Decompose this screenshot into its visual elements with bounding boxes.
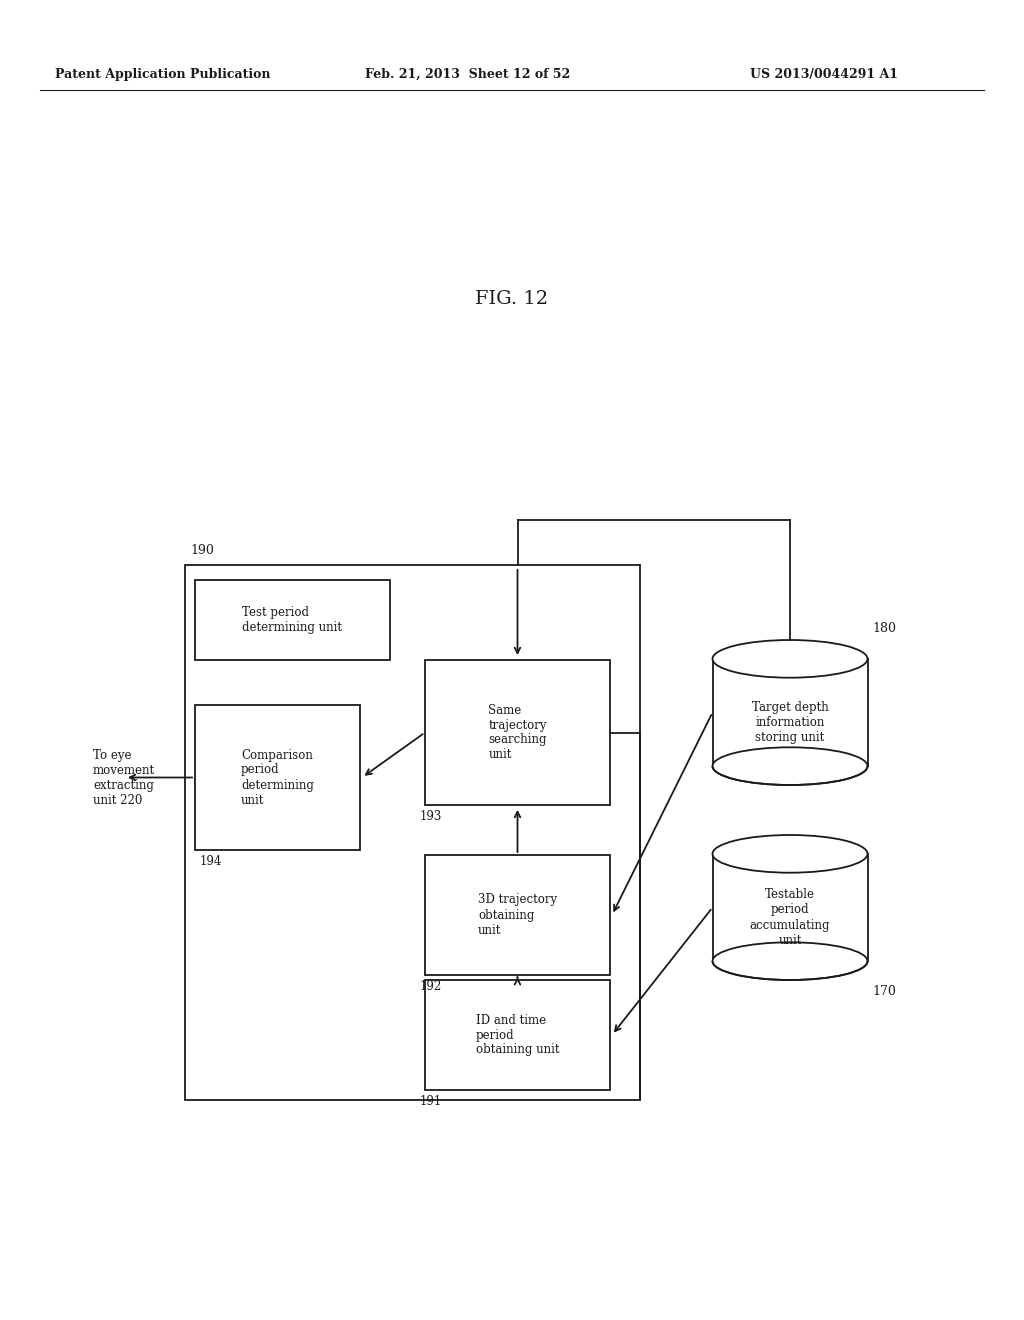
Text: Feb. 21, 2013  Sheet 12 of 52: Feb. 21, 2013 Sheet 12 of 52 xyxy=(365,69,570,81)
Text: Test period
determining unit: Test period determining unit xyxy=(243,606,342,634)
Ellipse shape xyxy=(713,836,867,873)
Text: To eye
movement
extracting
unit 220: To eye movement extracting unit 220 xyxy=(93,748,155,807)
Bar xyxy=(425,979,610,1090)
Bar xyxy=(195,579,390,660)
Bar xyxy=(713,854,867,961)
Ellipse shape xyxy=(713,640,867,677)
Text: ID and time
period
obtaining unit: ID and time period obtaining unit xyxy=(476,1014,559,1056)
Bar xyxy=(185,565,640,1100)
Text: Target depth
information
storing unit: Target depth information storing unit xyxy=(752,701,828,744)
Text: Testable
period
accumulating
unit: Testable period accumulating unit xyxy=(750,888,830,946)
Text: Same
trajectory
searching
unit: Same trajectory searching unit xyxy=(488,704,547,762)
Text: 193: 193 xyxy=(420,810,442,822)
Bar xyxy=(425,660,610,805)
Text: Comparison
period
determining
unit: Comparison period determining unit xyxy=(241,748,314,807)
Text: 180: 180 xyxy=(872,622,896,635)
Text: 191: 191 xyxy=(420,1096,442,1107)
Bar xyxy=(425,855,610,975)
Text: 3D trajectory
obtaining
unit: 3D trajectory obtaining unit xyxy=(478,894,557,936)
Text: US 2013/0044291 A1: US 2013/0044291 A1 xyxy=(750,69,898,81)
Text: Patent Application Publication: Patent Application Publication xyxy=(55,69,270,81)
Text: 194: 194 xyxy=(200,855,222,869)
Ellipse shape xyxy=(713,747,867,785)
Bar xyxy=(713,659,867,766)
Text: 192: 192 xyxy=(420,979,442,993)
Ellipse shape xyxy=(713,942,867,979)
Text: 170: 170 xyxy=(872,985,896,998)
Text: FIG. 12: FIG. 12 xyxy=(475,290,549,308)
Text: 190: 190 xyxy=(190,544,214,557)
Bar xyxy=(195,705,360,850)
